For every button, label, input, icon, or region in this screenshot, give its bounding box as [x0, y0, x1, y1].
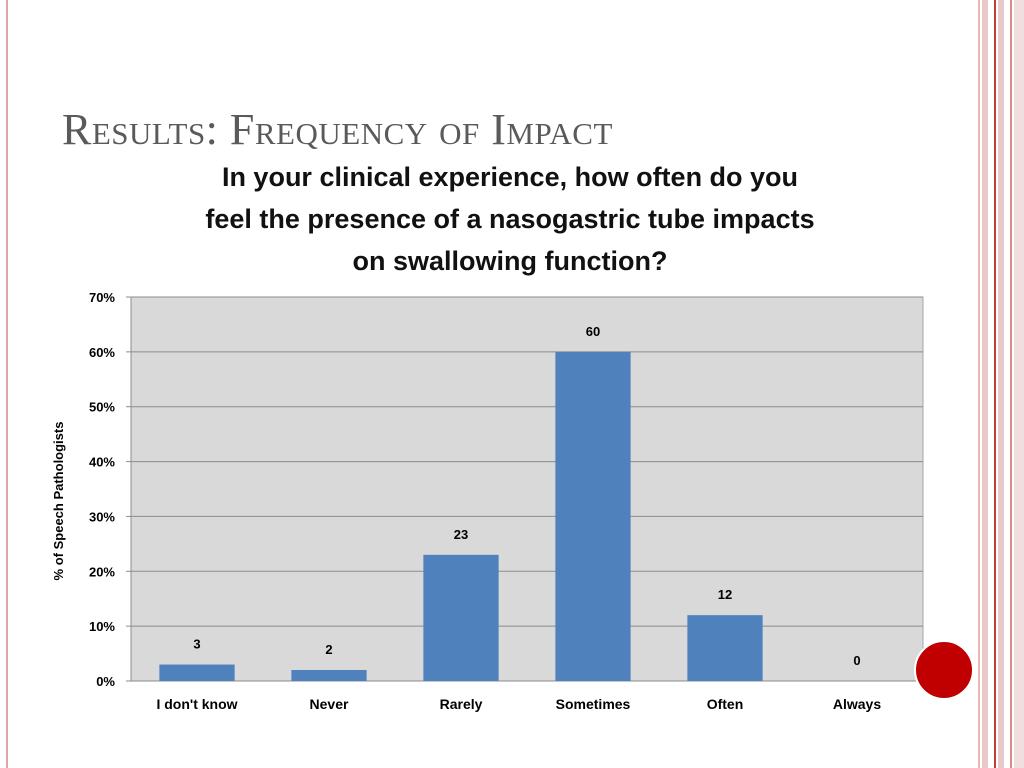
category-label-4: Often [707, 696, 744, 712]
y-tick-label: 0% [96, 674, 115, 689]
y-tick-label: 50% [89, 400, 115, 415]
left-border-line [6, 0, 8, 768]
category-label-2: Rarely [440, 696, 483, 712]
y-tick-label: 70% [89, 290, 115, 305]
bar-0 [159, 664, 235, 681]
plot-area [130, 296, 924, 682]
data-label-0: 3 [193, 637, 200, 652]
category-label-1: Never [310, 696, 349, 712]
y-tick-label: 40% [89, 455, 115, 470]
red-circle-decoration [914, 640, 974, 700]
bar-3 [555, 351, 631, 681]
data-label-3: 60 [586, 324, 600, 339]
data-label-2: 23 [454, 527, 468, 542]
question-line-3: on swallowing function? [352, 246, 668, 276]
right-decorative-stripes [974, 0, 1024, 768]
y-tick-label: 30% [89, 509, 115, 524]
bar-1 [291, 670, 367, 681]
chart-question-title: In your clinical experience, how often d… [160, 156, 860, 282]
y-axis-title: % of Speech Pathologists [51, 422, 66, 581]
category-label-3: Sometimes [556, 696, 631, 712]
gridlines [131, 296, 923, 682]
slide-title: Results: Frequency of Impact [62, 105, 613, 154]
bar-2 [423, 554, 499, 681]
y-tick-label: 60% [89, 345, 115, 360]
category-label-0: I don't know [156, 696, 237, 712]
data-label-4: 12 [718, 587, 732, 602]
y-axis-ticks: 0% 10% 20% 30% 40% 50% 60% 70% [89, 290, 132, 689]
data-label-1: 2 [325, 642, 332, 657]
bars [159, 351, 763, 681]
y-tick-label: 20% [89, 564, 115, 579]
bar-4 [687, 615, 763, 681]
category-label-5: Always [833, 696, 881, 712]
data-labels: 3 2 23 60 12 0 [193, 324, 860, 668]
question-line-1: In your clinical experience, how often d… [221, 162, 799, 192]
question-line-2: feel the presence of a nasogastric tube … [205, 204, 815, 234]
y-tick-label: 10% [89, 619, 115, 634]
x-axis-categories: I don't know Never Rarely Sometimes Often Alw… [156, 696, 881, 712]
data-label-5: 0 [853, 653, 860, 668]
